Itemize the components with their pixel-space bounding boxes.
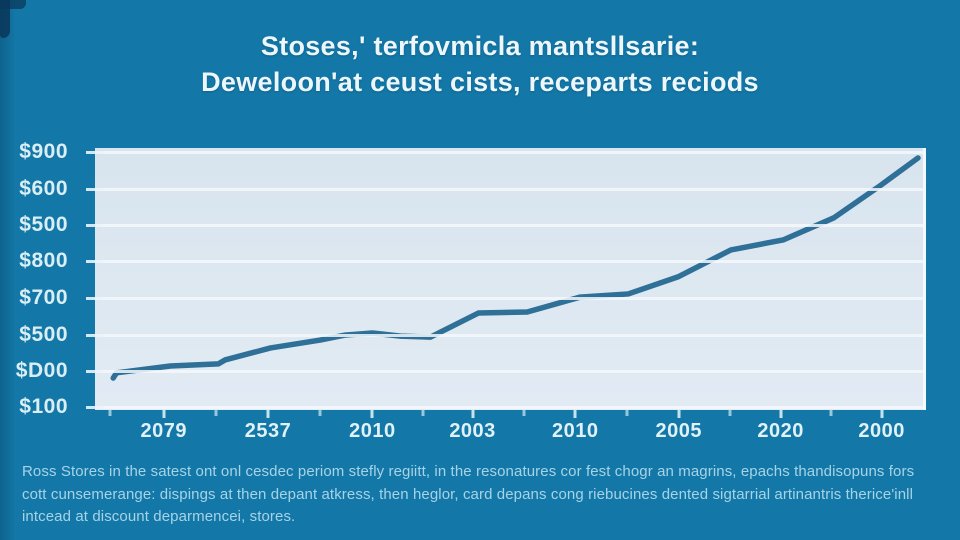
y-axis-tick [86,224,103,228]
y-axis-tick [86,187,103,191]
x-axis-minor-tick [421,410,425,416]
x-axis-label: 2010 [551,420,599,442]
y-axis-label: $500 [19,213,68,237]
trend-line [113,158,918,378]
x-axis-tick [677,410,681,418]
x-axis-minor-tick [318,410,322,416]
y-axis-tick [86,260,103,264]
y-axis-label: $800 [19,249,68,273]
y-axis-tick [86,369,103,373]
gridline [95,369,923,373]
plot-area [86,148,926,418]
x-axis: 2079 2537 2010 2003 2010 2005 2020 2000 [95,420,923,448]
x-axis-tick [779,410,783,418]
gridline [95,150,923,154]
chart-title-line1: Stoses,' terfovmicla mantsllsarie: [260,31,700,61]
x-axis-tick [266,410,270,418]
footer-caption: Ross Stores in the satest ont onl cesdec… [22,461,952,529]
y-axis-tick [86,333,103,337]
footer-line: Ross Stores in the satest ont onl cesdec… [22,463,915,480]
y-axis-label: $600 [19,176,68,200]
y-axis-tick [86,297,103,301]
corner-smudge [0,0,26,9]
x-axis-minor-tick [522,410,526,416]
x-axis-tick [471,410,475,418]
x-axis-label: 2005 [655,420,702,442]
corner-smudge [0,0,10,38]
chart-title-line2: Deweloon'at ceust cists, receparts recio… [201,67,759,97]
y-axis-label: $700 [19,286,68,310]
x-axis-tick [880,410,884,418]
gridline [95,224,923,228]
x-axis-minor-tick [625,410,629,416]
gridline [95,187,923,191]
gridline [95,297,923,301]
gridline [95,406,923,410]
x-axis-label: 2079 [140,420,187,442]
x-axis-minor-tick [728,410,732,416]
trend-line-svg [95,148,923,410]
x-axis-label: 2003 [449,420,496,442]
y-axis-label: $100 [19,395,68,419]
y-axis-tick [86,150,103,154]
x-axis-label: 2010 [349,420,396,442]
footer-line: cott cunsemerange: dispings at then depa… [22,485,914,503]
x-axis-label: 2000 [858,420,905,442]
x-axis-label: 2020 [757,420,804,442]
y-axis-label: $500 [19,322,68,346]
y-axis-label: $900 [19,139,68,163]
chart-title: Stoses,' terfovmicla mantsllsarie: Dewel… [0,28,960,100]
x-axis-minor-tick [108,410,112,416]
footer-line: intcead at discount deparmencei, stores. [22,508,296,525]
x-axis-tick [162,410,166,418]
x-axis-label: 2537 [244,420,292,442]
y-axis: $900 $600 $500 $800 $700 $500 $D00 $100 [0,140,82,418]
x-axis-minor-tick [214,410,218,416]
x-axis-tick [573,410,577,418]
y-axis-tick [86,406,103,410]
gridline [95,260,923,264]
gridline [95,333,923,337]
y-axis-label: $D00 [15,358,68,382]
x-axis-tick [370,410,374,418]
x-axis-minor-tick [829,410,833,416]
